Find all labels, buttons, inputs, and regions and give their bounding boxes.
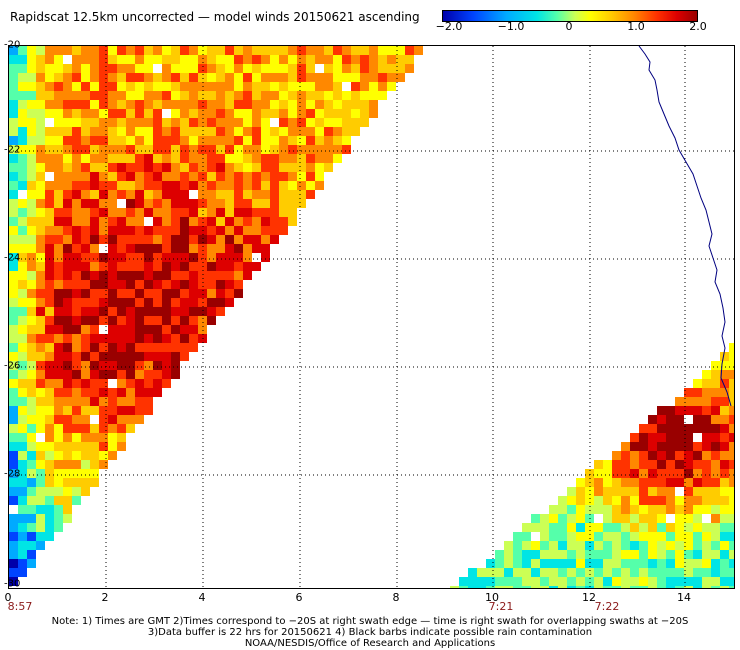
lon-label: 14 bbox=[677, 591, 691, 604]
lon-label: 6 bbox=[295, 591, 303, 604]
lat-label: -30 bbox=[4, 578, 21, 590]
lat-label: -24 bbox=[4, 252, 21, 264]
colorbar-tick-label: 1.0 bbox=[627, 20, 645, 33]
footnote-line: Note: 1) Times are GMT 2)Times correspon… bbox=[51, 616, 689, 627]
pass-time-label: 7:21 bbox=[488, 600, 514, 613]
colorbar-tick-label: −2.0 bbox=[435, 20, 463, 33]
wind-map-canvas bbox=[9, 46, 734, 588]
map-title: Rapidscat 12.5km uncorrected — model win… bbox=[10, 10, 420, 24]
coastline bbox=[638, 46, 732, 407]
footnote-line: NOAA/NESDIS/Office of Research and Appli… bbox=[244, 638, 496, 649]
lon-label: 0 bbox=[4, 591, 12, 604]
wind-swaths bbox=[9, 46, 734, 588]
footnote-line: 3)Data buffer is 22 hrs for 20150621 4) … bbox=[147, 627, 593, 638]
lat-label: -20 bbox=[4, 39, 21, 51]
colorbar-tick-label: 2.0 bbox=[689, 20, 707, 33]
lat-label: -26 bbox=[4, 360, 21, 372]
lon-label: 12 bbox=[582, 591, 596, 604]
colorbar-tick-label: 0 bbox=[565, 20, 573, 33]
colorbar-tick-label: −1.0 bbox=[497, 20, 525, 33]
colorbar bbox=[442, 10, 698, 22]
pass-time-label: 7:22 bbox=[594, 600, 620, 613]
lat-label: -22 bbox=[4, 144, 21, 156]
lat-label: -28 bbox=[4, 468, 21, 480]
pass-time-label: 8:57 bbox=[7, 600, 33, 613]
lon-label: 4 bbox=[198, 591, 206, 604]
lon-label: 10 bbox=[485, 591, 499, 604]
lon-label: 8 bbox=[392, 591, 400, 604]
lon-label: 2 bbox=[101, 591, 109, 604]
wind-map bbox=[8, 45, 735, 589]
graticule bbox=[9, 46, 734, 588]
